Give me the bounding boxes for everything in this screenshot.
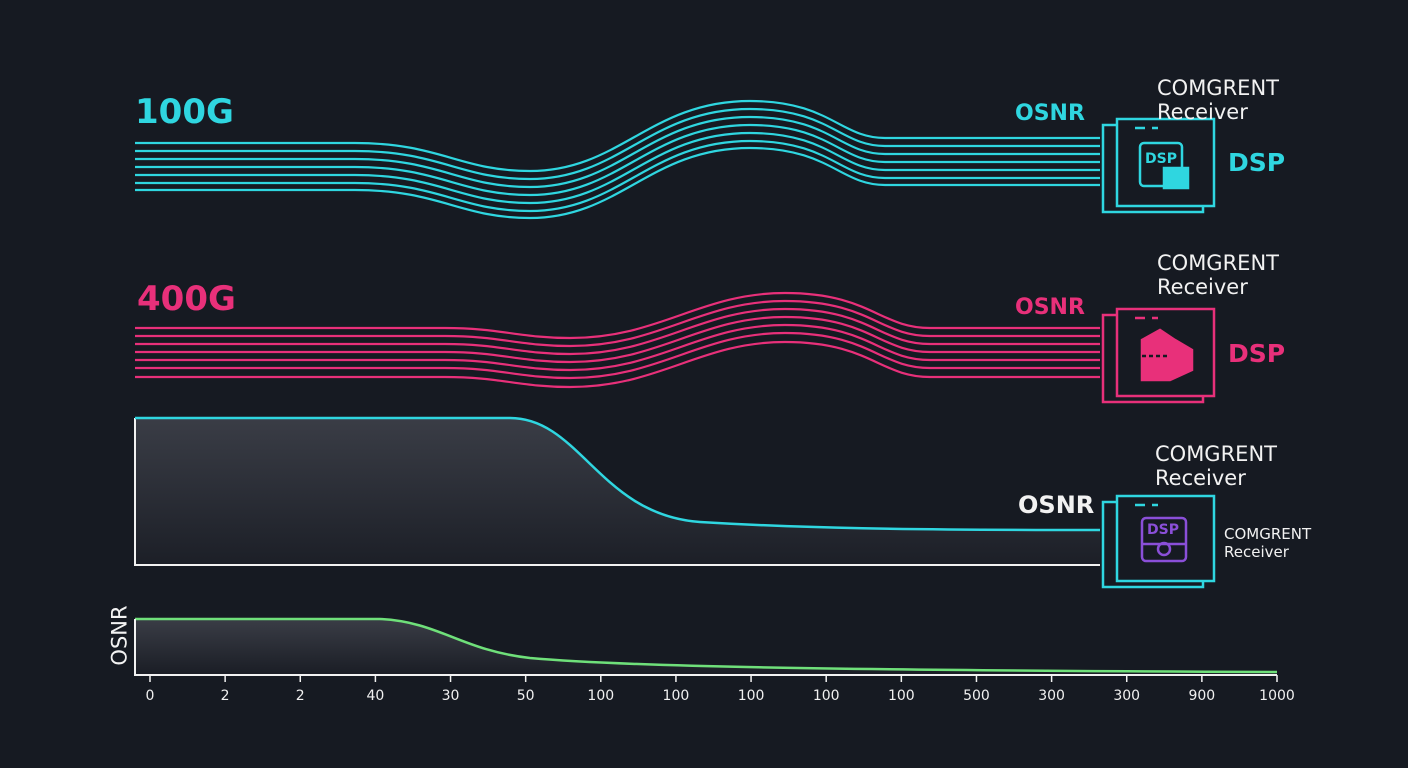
chip-label-panel3: DSP [1147,522,1179,538]
receiver-title-400g: COMGRENT Receiver [1157,251,1279,299]
receiver-title-panel3: COMGRENT Receiver [1155,442,1277,490]
osnr-frame [134,418,1100,566]
side-label-line2: Receiver [1224,543,1289,561]
x-tick-label: 40 [366,688,385,704]
osnr-curve [135,416,1101,532]
receiver-box-100g [1101,117,1216,214]
bottom-axis-frame [134,619,1277,676]
receiver-title-line2: Receiver [1157,100,1248,124]
dsp-label-100g: DSP [1228,148,1286,177]
receiver-title-line1: COMGRENT [1157,76,1279,100]
x-tick-label: 100 [662,688,690,704]
x-tick-label: 50 [516,688,535,704]
100g-signal-lines [135,99,1100,220]
signal-line [135,299,1100,348]
x-tick-label: 100 [737,688,765,704]
signal-line [135,131,1100,205]
osnr-label-400g: OSNR [1015,295,1085,320]
receiver-title-line1: COMGRENT [1157,251,1279,275]
x-axis-ticks [149,675,1278,682]
signal-line [135,323,1100,372]
x-tick-label: 500 [963,688,990,704]
signal-line [135,139,1100,213]
dsp-label-400g: DSP [1228,339,1286,368]
x-tick-label: 30 [441,688,460,704]
signal-line [135,107,1100,181]
x-tick-label: 1000 [1259,688,1295,704]
side-receiver-label: COMGRENT Receiver [1224,525,1311,561]
signal-line [135,340,1100,389]
bottom-osnr-curve [135,617,1278,674]
receiver-title-line2: Receiver [1157,275,1248,299]
receiver-title-line1: COMGRENT [1155,442,1277,466]
x-tick-label: 300 [1113,688,1141,704]
receiver-box-400g [1101,307,1216,404]
signal-line [135,307,1100,356]
y-axis-label: OSNR [107,605,132,666]
osnr-label-100g: OSNR [1015,101,1085,126]
x-tick-label: 300 [1038,688,1065,704]
side-label-line1: COMGRENT [1224,525,1312,543]
signal-line [135,291,1100,340]
receiver-box-osnr [1101,494,1216,589]
osnr-label-panel3: OSNR [1018,491,1095,519]
x-tick-label: 100 [812,688,840,704]
x-tick-label: 900 [1188,688,1216,704]
row-label-400g: 400G [137,279,236,319]
signal-line [135,331,1100,380]
signal-line [135,315,1100,364]
osnr-area-fill [135,418,1100,565]
400g-signal-lines [135,291,1100,389]
receiver-title-100g: COMGRENT Receiver [1157,76,1279,124]
signal-line [135,115,1100,189]
signal-line [135,123,1100,197]
x-tick-label: 100 [587,688,615,704]
signal-line [135,146,1100,220]
bottom-area-fill [135,619,1277,675]
x-tick-label: 2 [295,688,305,704]
row-label-100g: 100G [135,92,234,132]
x-tick-label: 100 [887,688,915,704]
x-tick-label: 2 [220,688,230,704]
chip-label-100g: DSP [1145,151,1177,167]
x-tick-label: 0 [145,688,155,704]
receiver-title-line2: Receiver [1155,466,1246,490]
signal-line [135,99,1100,173]
